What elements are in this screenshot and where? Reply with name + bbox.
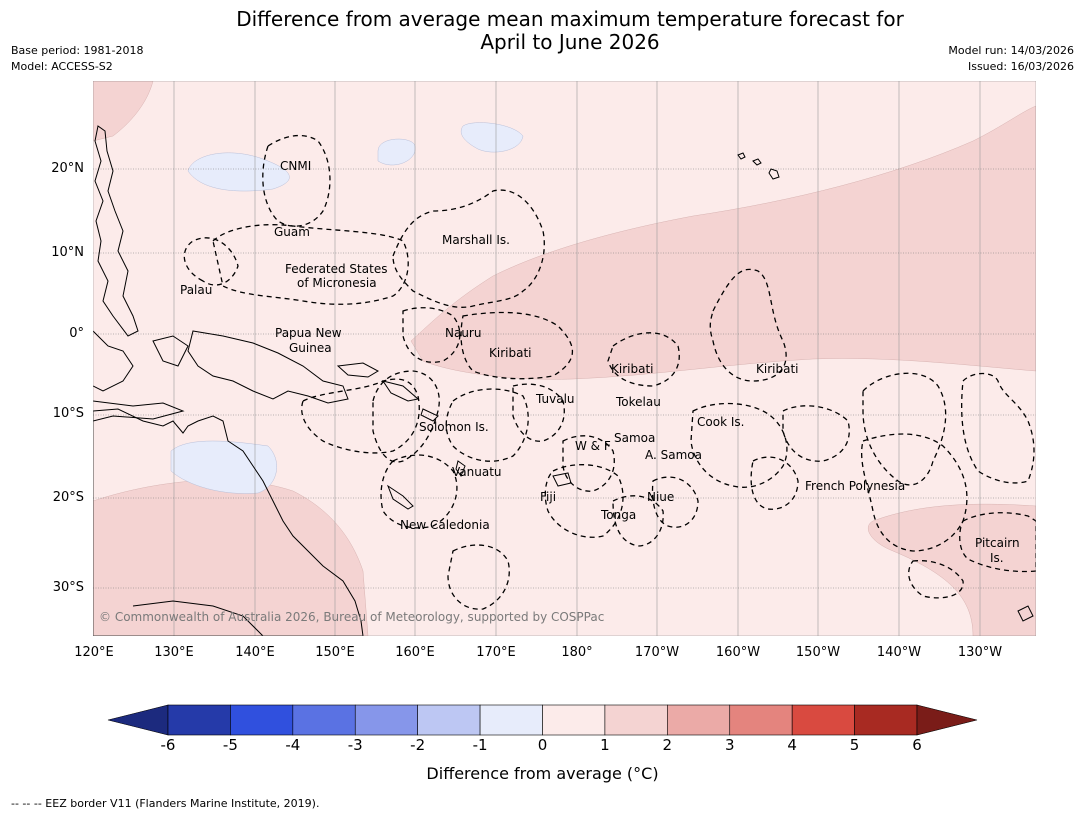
label-palau: Palau xyxy=(180,283,212,297)
title-line-1: Difference from average mean maximum tem… xyxy=(236,7,904,31)
colorbar-cells xyxy=(167,704,918,736)
label-french-polynesia: French Polynesia xyxy=(805,479,905,493)
label-kiribati-central: Kiribati xyxy=(611,362,653,376)
base-period: Base period: 1981-2018 xyxy=(11,44,144,57)
y-tick-10n: 10°N xyxy=(51,245,84,260)
label-png-1: Papua New xyxy=(275,326,342,340)
latitude-lines xyxy=(93,168,1036,589)
anomaly-field-1-2-north xyxy=(410,105,1036,380)
colorbar-tick-label: -1 xyxy=(472,736,488,754)
forecast-map: CNMI Guam Palau Federated States of Micr… xyxy=(93,81,1036,636)
label-pitcairn-2: Is. xyxy=(990,551,1004,565)
colorbar-tick-label: 5 xyxy=(849,736,860,754)
colorbar-tick-label: 3 xyxy=(724,736,735,754)
y-tick-0: 0° xyxy=(69,326,84,341)
x-tick-160w: 160°W xyxy=(715,645,761,660)
colorbar-cell xyxy=(354,704,418,736)
label-cook: Cook Is. xyxy=(697,415,744,429)
footnote: -- -- -- EEZ border V11 (Flanders Marine… xyxy=(11,797,320,810)
x-tick-150w: 150°W xyxy=(795,645,841,660)
colorbar-under-arrow xyxy=(107,704,169,736)
label-tonga: Tonga xyxy=(600,508,636,522)
colorbar-tick-label: 4 xyxy=(787,736,797,754)
colorbar-cell xyxy=(542,704,606,736)
label-solomon: Solomon Is. xyxy=(419,420,489,434)
colorbar-tick-label: -6 xyxy=(160,736,176,754)
y-tick-20n: 20°N xyxy=(51,161,84,176)
y-tick-20s: 20°S xyxy=(52,490,84,505)
eez-borders xyxy=(183,134,1036,610)
cool-patch-australia-interior xyxy=(170,440,277,494)
anomaly-field-1-2-northwest xyxy=(93,81,154,142)
x-tick-180: 180° xyxy=(561,645,593,660)
colorbar-cell xyxy=(479,704,543,736)
cool-patch-central-north xyxy=(460,122,524,153)
colorbar-tick-label: -5 xyxy=(222,736,238,754)
x-tick-170w: 170°W xyxy=(634,645,680,660)
label-guam: Guam xyxy=(274,225,310,239)
x-tick-130e: 130°E xyxy=(154,645,194,660)
colorbar-cell xyxy=(729,704,793,736)
meta-left: Base period: 1981-2018 Model: ACCESS-S2 xyxy=(11,43,143,75)
colorbar-tick-label: -4 xyxy=(285,736,301,754)
label-png-2: Guinea xyxy=(289,341,332,355)
colorbar-tick-label: 6 xyxy=(912,736,922,754)
coastlines xyxy=(93,125,1034,636)
colorbar-tick-label: 2 xyxy=(662,736,673,754)
x-tick-150e: 150°E xyxy=(315,645,355,660)
x-tick-140w: 140°W xyxy=(876,645,922,660)
colorbar-tick-label: 1 xyxy=(600,736,610,754)
colorbar-cell xyxy=(417,704,481,736)
meta-right: Model run: 14/03/2026 Issued: 16/03/2026 xyxy=(948,43,1074,75)
colorbar-cell xyxy=(854,704,918,736)
label-kiribati-east: Kiribati xyxy=(756,362,798,376)
graticule xyxy=(173,81,981,636)
colorbar-over-arrow xyxy=(916,704,978,736)
copyright: © Commonwealth of Australia 2026, Bureau… xyxy=(99,610,604,624)
label-nauru: Nauru xyxy=(445,326,481,340)
colorbar xyxy=(107,704,978,736)
x-tick-120e: 120°E xyxy=(74,645,114,660)
issued-date: Issued: 16/03/2026 xyxy=(967,60,1074,73)
x-tick-140e: 140°E xyxy=(235,645,275,660)
colorbar-cell xyxy=(604,704,668,736)
label-fiji: Fiji xyxy=(540,490,556,504)
colorbar-cell xyxy=(791,704,855,736)
colorbar-label: Difference from average (°C) xyxy=(426,764,659,783)
label-pitcairn-1: Pitcairn xyxy=(975,536,1020,550)
label-new-caledonia: New Caledonia xyxy=(400,518,490,532)
anomaly-field-1-2-southwest xyxy=(93,479,369,636)
x-tick-170e: 170°E xyxy=(476,645,516,660)
colorbar-tick-label: -3 xyxy=(347,736,363,754)
colorbar-tick-label: 0 xyxy=(537,736,548,754)
label-cnmi: CNMI xyxy=(280,159,311,173)
label-fsm-1: Federated States xyxy=(285,262,387,276)
cool-patch-philippine-sea xyxy=(187,152,290,192)
label-american-samoa: A. Samoa xyxy=(645,448,702,462)
model-name: Model: ACCESS-S2 xyxy=(11,60,113,73)
label-marshall: Marshall Is. xyxy=(442,233,510,247)
colorbar-cell xyxy=(667,704,731,736)
title-line-2: April to June 2026 xyxy=(480,30,660,54)
colorbar-cell xyxy=(167,704,231,736)
label-wallis-futuna: W & F xyxy=(575,439,611,453)
country-labels: CNMI Guam Palau Federated States of Micr… xyxy=(180,159,1020,565)
label-tuvalu: Tuvalu xyxy=(535,392,575,406)
x-tick-130w: 130°W xyxy=(957,645,1003,660)
label-fsm-2: of Micronesia xyxy=(297,276,377,290)
label-niue: Niue xyxy=(647,490,674,504)
label-tokelau: Tokelau xyxy=(615,395,661,409)
chart-title: Difference from average mean maximum tem… xyxy=(0,8,1085,54)
label-samoa: Samoa xyxy=(614,431,655,445)
y-tick-10s: 10°S xyxy=(52,406,84,421)
y-tick-30s: 30°S xyxy=(52,580,84,595)
model-run: Model run: 14/03/2026 xyxy=(948,44,1074,57)
label-vanuatu: Vanuatu xyxy=(452,465,502,479)
x-tick-160e: 160°E xyxy=(395,645,435,660)
colorbar-cell xyxy=(230,704,294,736)
colorbar-tick-label: -2 xyxy=(410,736,426,754)
colorbar-cell xyxy=(292,704,356,736)
label-kiribati-west: Kiribati xyxy=(489,346,531,360)
